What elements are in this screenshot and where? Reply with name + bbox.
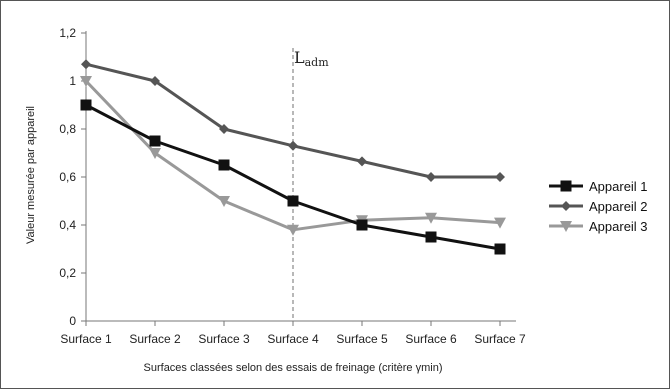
x-tick-label: Surface 4 <box>267 332 319 346</box>
tick-labels: 0 0,2 0,4 0,6 0,8 1 1,2 Surface 1 Surface 2 Surfa… <box>59 26 526 346</box>
series-3-point <box>494 217 506 229</box>
ladm-label: Ladm <box>294 48 329 69</box>
series-1-point <box>494 243 506 255</box>
series-1-point <box>356 219 368 231</box>
series-group <box>80 59 506 255</box>
legend: Appareil 1 Appareil 2 Appareil 3 <box>549 179 648 234</box>
series-2-point <box>426 172 436 182</box>
legend-item: Appareil 3 <box>549 219 648 234</box>
x-tick-label: Surface 3 <box>198 332 250 346</box>
series-2-point <box>150 76 160 86</box>
x-tick-label: Surface 5 <box>336 332 388 346</box>
x-tick-label: Surface 2 <box>129 332 181 346</box>
legend-label: Appareil 3 <box>589 219 648 234</box>
x-tick-label: Surface 1 <box>60 332 112 346</box>
series-3-point <box>149 148 161 159</box>
series-1-point <box>218 159 230 171</box>
series-2-point <box>495 172 505 182</box>
x-axis-label: Surfaces classées selon des essais de fr… <box>144 362 443 374</box>
series-1 <box>80 99 506 255</box>
series-1-point <box>425 231 437 243</box>
legend-label: Appareil 2 <box>589 199 648 214</box>
series-3-point <box>425 212 437 224</box>
legend-swatch-marker <box>561 201 571 211</box>
y-axis-label: Valeur mesurée par appareil <box>25 106 37 244</box>
ladm-annotation: Ladm <box>292 48 329 321</box>
y-tick-label: 0,8 <box>59 122 76 136</box>
y-tick-label: 0,6 <box>59 170 76 184</box>
y-tick-label: 1,2 <box>59 26 76 40</box>
legend-item: Appareil 2 <box>549 199 648 214</box>
legend-swatch-marker <box>560 221 572 232</box>
series-3-point <box>218 196 230 207</box>
series-2-point <box>81 59 91 70</box>
x-tick-label: Surface 6 <box>405 332 457 346</box>
series-1-point <box>287 195 299 207</box>
series-1-point <box>80 99 92 111</box>
y-tick-label: 0,2 <box>59 266 76 280</box>
y-tick-label: 0 <box>69 314 76 328</box>
series-3 <box>80 76 506 236</box>
series-2-point <box>357 156 367 167</box>
legend-label: Appareil 1 <box>589 179 648 194</box>
y-tick-label: 1 <box>69 74 76 88</box>
legend-swatch-marker <box>560 180 572 192</box>
x-tick-label: Surface 7 <box>474 332 526 346</box>
series-1-point <box>149 135 161 147</box>
series-3-point <box>80 76 92 87</box>
legend-item: Appareil 1 <box>549 179 648 194</box>
ladm-subscript: adm <box>305 56 330 69</box>
series-2-point <box>219 124 229 134</box>
series-2 <box>81 59 505 182</box>
ladm-letter: L <box>294 48 305 67</box>
series-2-point <box>288 140 298 151</box>
series-3-point <box>287 224 299 236</box>
y-tick-label: 0,4 <box>59 218 76 232</box>
